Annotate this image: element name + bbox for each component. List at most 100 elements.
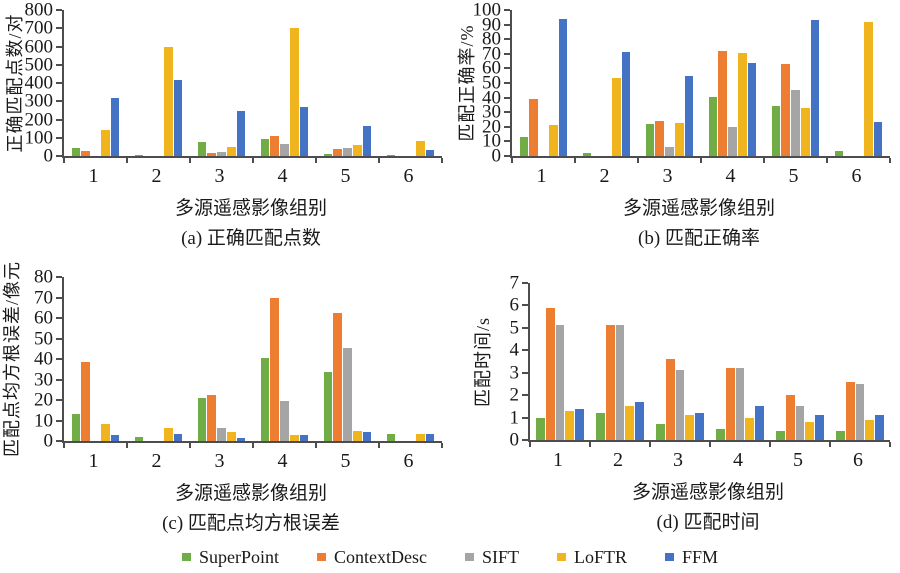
y-tick-mark bbox=[56, 136, 62, 139]
y-tick-mark bbox=[56, 276, 62, 278]
bar-superpoint-group-6 bbox=[836, 431, 845, 440]
x-tick-mark bbox=[189, 158, 191, 163]
x-axis-title: 多源遥感影像组别 bbox=[174, 483, 328, 504]
bar-ffm-group-4 bbox=[299, 434, 309, 441]
x-tick-label: 3 bbox=[673, 449, 683, 471]
y-tick-mark bbox=[522, 326, 528, 329]
bar-contextdesc-group-1 bbox=[545, 307, 555, 440]
y-tick-label: 40 bbox=[34, 348, 53, 370]
y-tick-label: 80 bbox=[482, 28, 501, 50]
y-tick-mark bbox=[56, 399, 62, 401]
bar-superpoint-group-6 bbox=[386, 154, 396, 156]
x-axis: 1 2 3 4 5 6 bbox=[510, 162, 888, 188]
y-tick-mark bbox=[504, 52, 510, 55]
y-tick-label: 0 bbox=[509, 429, 520, 451]
x-tick-label: 4 bbox=[277, 165, 288, 187]
y-tick-label: 600 bbox=[24, 36, 54, 57]
bar-sift-group-3 bbox=[217, 152, 226, 156]
y-tick-mark bbox=[56, 337, 62, 340]
bar-ffm-group-5 bbox=[810, 20, 820, 156]
x-tick-mark bbox=[378, 158, 380, 163]
y-tick-mark bbox=[56, 100, 62, 103]
bar-contextdesc-group-1 bbox=[529, 99, 539, 156]
y-tick-mark bbox=[504, 155, 510, 157]
legend-label: ContextDesc bbox=[333, 547, 427, 567]
x-axis: 1 2 3 4 5 6 bbox=[62, 162, 440, 188]
bar-loftr-group-5 bbox=[805, 422, 815, 440]
x-tick-mark bbox=[637, 158, 639, 163]
y-axis: 0 10 20 30 40 50 60 70 80 bbox=[0, 268, 53, 451]
bar-superpoint-group-2 bbox=[134, 154, 144, 156]
bar-superpoint-group-5 bbox=[323, 372, 333, 441]
y-tick-label: 800 bbox=[24, 0, 54, 21]
bar-loftr-group-3 bbox=[674, 123, 684, 156]
legend-marker-icon bbox=[556, 553, 566, 561]
x-tick-label: 5 bbox=[340, 450, 351, 472]
y-tick-label: 1 bbox=[509, 407, 520, 429]
bar-superpoint-group-3 bbox=[197, 142, 207, 156]
x-tick-mark bbox=[649, 442, 651, 447]
y-tick-label: 50 bbox=[34, 328, 53, 349]
y-axis: 0 10 20 30 40 50 60 70 80 90 100 bbox=[450, 1, 502, 166]
bar-contextdesc-group-1 bbox=[81, 362, 91, 441]
bar-ffm-group-2 bbox=[173, 433, 183, 441]
bar-ffm-group-3 bbox=[236, 437, 246, 441]
y-tick-mark bbox=[504, 125, 510, 128]
bar-ffm-group-6 bbox=[875, 415, 884, 440]
plot-area bbox=[56, 9, 443, 163]
x-tick-mark bbox=[709, 442, 711, 447]
x-axis-title: 多源遥感影像组别 bbox=[631, 482, 785, 503]
y-tick-label: 0 bbox=[491, 145, 502, 167]
y-tick-mark bbox=[522, 371, 528, 374]
x-tick-mark bbox=[889, 158, 891, 163]
y-tick-label: 500 bbox=[24, 54, 54, 76]
bar-loftr-group-3 bbox=[226, 147, 236, 156]
x-tick-mark bbox=[829, 442, 831, 447]
bar-ffm-group-5 bbox=[362, 431, 372, 441]
bar-ffm-group-1 bbox=[110, 434, 120, 441]
bar-loftr-group-5 bbox=[800, 107, 810, 156]
y-tick-mark bbox=[522, 439, 528, 441]
y-tick-mark bbox=[504, 9, 510, 11]
bar-contextdesc-group-5 bbox=[785, 395, 795, 440]
bar-loftr-group-6 bbox=[415, 433, 425, 441]
y-tick-mark bbox=[504, 96, 510, 99]
x-tick-mark bbox=[378, 443, 380, 448]
bar-superpoint-group-5 bbox=[771, 105, 781, 156]
y-tick-mark bbox=[56, 440, 62, 442]
bar-superpoint-group-1 bbox=[71, 414, 81, 441]
y-tick-label: 100 bbox=[472, 0, 502, 21]
bar-superpoint-group-3 bbox=[656, 424, 665, 440]
bar-loftr-group-5 bbox=[352, 145, 362, 156]
y-tick-mark bbox=[522, 394, 528, 397]
x-tick-label: 5 bbox=[793, 449, 803, 471]
y-axis: 0 100 200 300 400 500 600 700 800 bbox=[0, 1, 54, 166]
bar-sift-group-4 bbox=[280, 143, 289, 156]
x-tick-mark bbox=[441, 158, 443, 163]
x-tick-label: 3 bbox=[214, 450, 225, 472]
y-tick-mark bbox=[504, 82, 510, 84]
y-tick-label: 100 bbox=[24, 127, 54, 149]
bar-sift-group-5 bbox=[343, 148, 352, 156]
bar-loftr-group-2 bbox=[611, 77, 621, 156]
x-tick-label: 6 bbox=[853, 449, 863, 471]
y-tick-label: 0 bbox=[43, 145, 54, 167]
y-tick-label: 700 bbox=[24, 17, 54, 39]
bar-superpoint-group-6 bbox=[834, 150, 844, 156]
x-tick-label: 6 bbox=[851, 165, 862, 187]
x-axis: 1 2 3 4 5 6 bbox=[528, 446, 888, 472]
bar-contextdesc-group-3 bbox=[655, 120, 665, 156]
bar-loftr-group-3 bbox=[685, 415, 695, 440]
bar-superpoint-group-2 bbox=[596, 413, 605, 440]
x-tick-mark bbox=[189, 443, 191, 448]
y-tick-label: 3 bbox=[509, 362, 520, 384]
x-axis-title: 多源遥感影像组别 bbox=[622, 198, 776, 219]
bar-superpoint-group-3 bbox=[645, 123, 655, 156]
bar-contextdesc-group-5 bbox=[781, 64, 791, 156]
x-tick-label: 3 bbox=[662, 165, 673, 187]
bar-ffm-group-1 bbox=[575, 408, 584, 440]
